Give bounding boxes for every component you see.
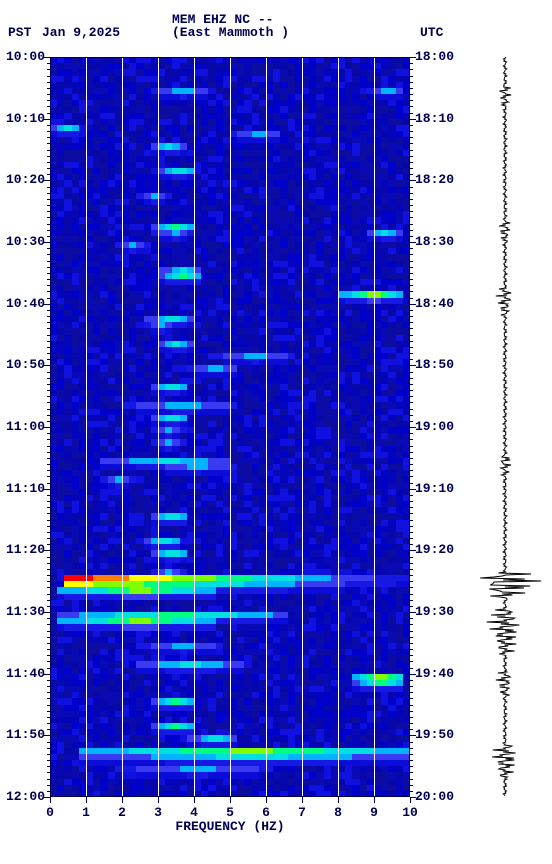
x-tick-label: 5 [220,805,240,820]
seismogram-trace [465,57,545,797]
y-tick-left: 11:20 [0,544,45,556]
y-tick-left: 11:30 [0,606,45,618]
spectrogram-plot: 012345678910 10:0018:0010:1018:1010:2018… [50,57,410,797]
y-tick-left: 11:10 [0,483,45,495]
tz-right-label: UTC [420,25,443,40]
y-tick-left: 11:50 [0,729,45,741]
x-tick-label: 7 [292,805,312,820]
y-tick-left: 10:40 [0,298,45,310]
y-tick-left: 10:30 [0,236,45,248]
x-tick-label: 6 [256,805,276,820]
y-tick-left: 10:20 [0,174,45,186]
x-tick-label: 2 [112,805,132,820]
y-tick-left: 11:00 [0,421,45,433]
x-tick-label: 0 [40,805,60,820]
y-tick-left: 10:50 [0,359,45,371]
tz-left-label: PST [8,25,31,40]
y-tick-left: 11:40 [0,668,45,680]
y-tick-left: 10:00 [0,51,45,63]
location-label: (East Mammoth ) [172,25,289,40]
x-tick-label: 9 [364,805,384,820]
x-axis-label: FREQUENCY (HZ) [50,819,410,834]
y-tick-left: 10:10 [0,113,45,125]
x-tick-label: 4 [184,805,204,820]
x-tick-label: 8 [328,805,348,820]
y-tick-left: 12:00 [0,791,45,803]
x-tick-label: 3 [148,805,168,820]
x-tick-label: 10 [400,805,420,820]
date-label: Jan 9,2025 [42,25,120,40]
x-tick-label: 1 [76,805,96,820]
